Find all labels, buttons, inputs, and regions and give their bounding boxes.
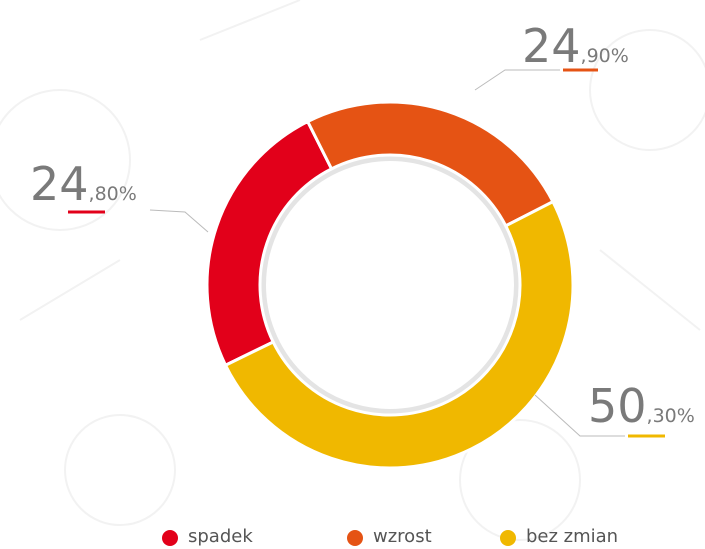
- legend-marker: [162, 530, 178, 546]
- labels: 24,80% 24,90% 50,30%: [30, 19, 695, 436]
- chart: 24,80% 24,90% 50,30% spadek wzrost bez zmian: [0, 0, 705, 549]
- legend-marker: [347, 530, 363, 546]
- legend: spadek wzrost bez zmian: [162, 526, 618, 547]
- inner-ring: [263, 158, 517, 412]
- legend-label: bez zmian: [526, 526, 618, 547]
- leader-line: [475, 70, 560, 90]
- leader-line: [150, 210, 208, 232]
- value-label: 24,90%: [522, 19, 629, 73]
- value-label: 24,80%: [30, 157, 137, 211]
- slice: [226, 202, 573, 468]
- legend-label: wzrost: [373, 526, 432, 547]
- value-label: 50,30%: [588, 379, 695, 433]
- legend-marker: [500, 530, 516, 546]
- legend-label: spadek: [188, 526, 253, 547]
